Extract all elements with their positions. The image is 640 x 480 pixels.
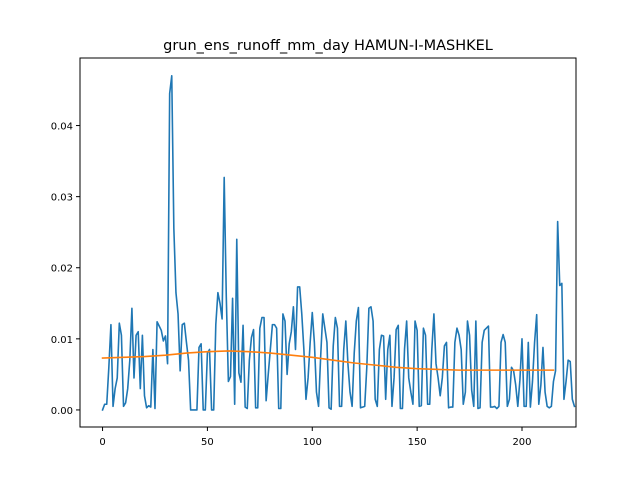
y-tick-label: 0.00: [51, 406, 73, 417]
x-tick-label: 0: [99, 437, 105, 448]
y-tick-label: 0.01: [51, 335, 73, 346]
y-axis: 0.00 0.01 0.02 0.03 0.04: [51, 122, 80, 417]
series-line-1: [101, 74, 576, 411]
y-tick-label: 0.04: [51, 122, 73, 133]
axes-frame: [79, 57, 577, 428]
x-tick-label: 100: [303, 437, 322, 448]
x-tick-label: 150: [408, 437, 427, 448]
x-axis: 0 50 100 150 200: [99, 427, 532, 448]
series-line-2: [101, 350, 555, 371]
x-tick-label: 200: [512, 437, 531, 448]
y-tick-label: 0.03: [51, 193, 73, 204]
plot-area: [79, 57, 577, 428]
y-tick-label: 0.02: [51, 264, 73, 275]
x-tick-label: 50: [201, 437, 214, 448]
series-layer: [101, 74, 576, 411]
chart-title: grun_ens_runoff_mm_day HAMUN-I-MASHKEL: [163, 38, 493, 54]
